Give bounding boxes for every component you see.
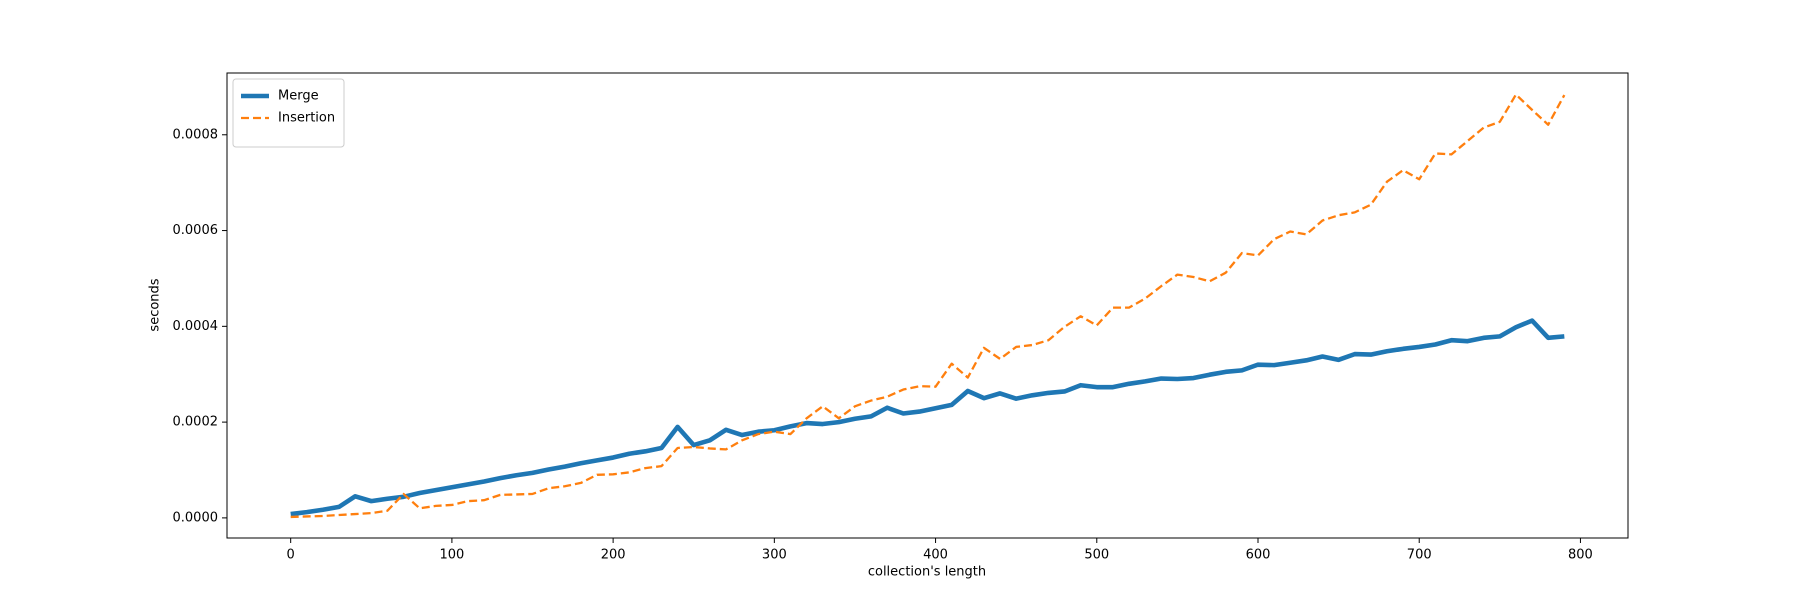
x-tick-label: 500	[1084, 548, 1109, 563]
plot-frame	[226, 72, 1629, 539]
y-axis-label: seconds	[148, 278, 163, 331]
x-tick-label: 400	[923, 548, 948, 563]
x-tick-label: 100	[439, 548, 464, 563]
legend-label: Insertion	[278, 111, 335, 126]
x-axis-label: collection's length	[868, 565, 986, 580]
x-tick-label: 800	[1568, 548, 1593, 563]
x-tick-label: 700	[1407, 548, 1432, 563]
series-line	[290, 318, 1565, 517]
series-line	[290, 93, 1566, 519]
legend-label: Merge	[278, 89, 319, 104]
x-tick-label: 300	[762, 548, 787, 563]
x-tick-label: 0	[287, 548, 295, 563]
y-tick-label: 0.0006	[173, 223, 219, 238]
y-tick-label: 0.0008	[173, 127, 219, 142]
y-tick-label: 0.0002	[173, 415, 219, 430]
y-tick-label: 0.0000	[173, 510, 219, 525]
x-tick-label: 200	[601, 548, 626, 563]
x-tick-label: 600	[1246, 548, 1271, 563]
y-tick-label: 0.0004	[173, 319, 219, 334]
